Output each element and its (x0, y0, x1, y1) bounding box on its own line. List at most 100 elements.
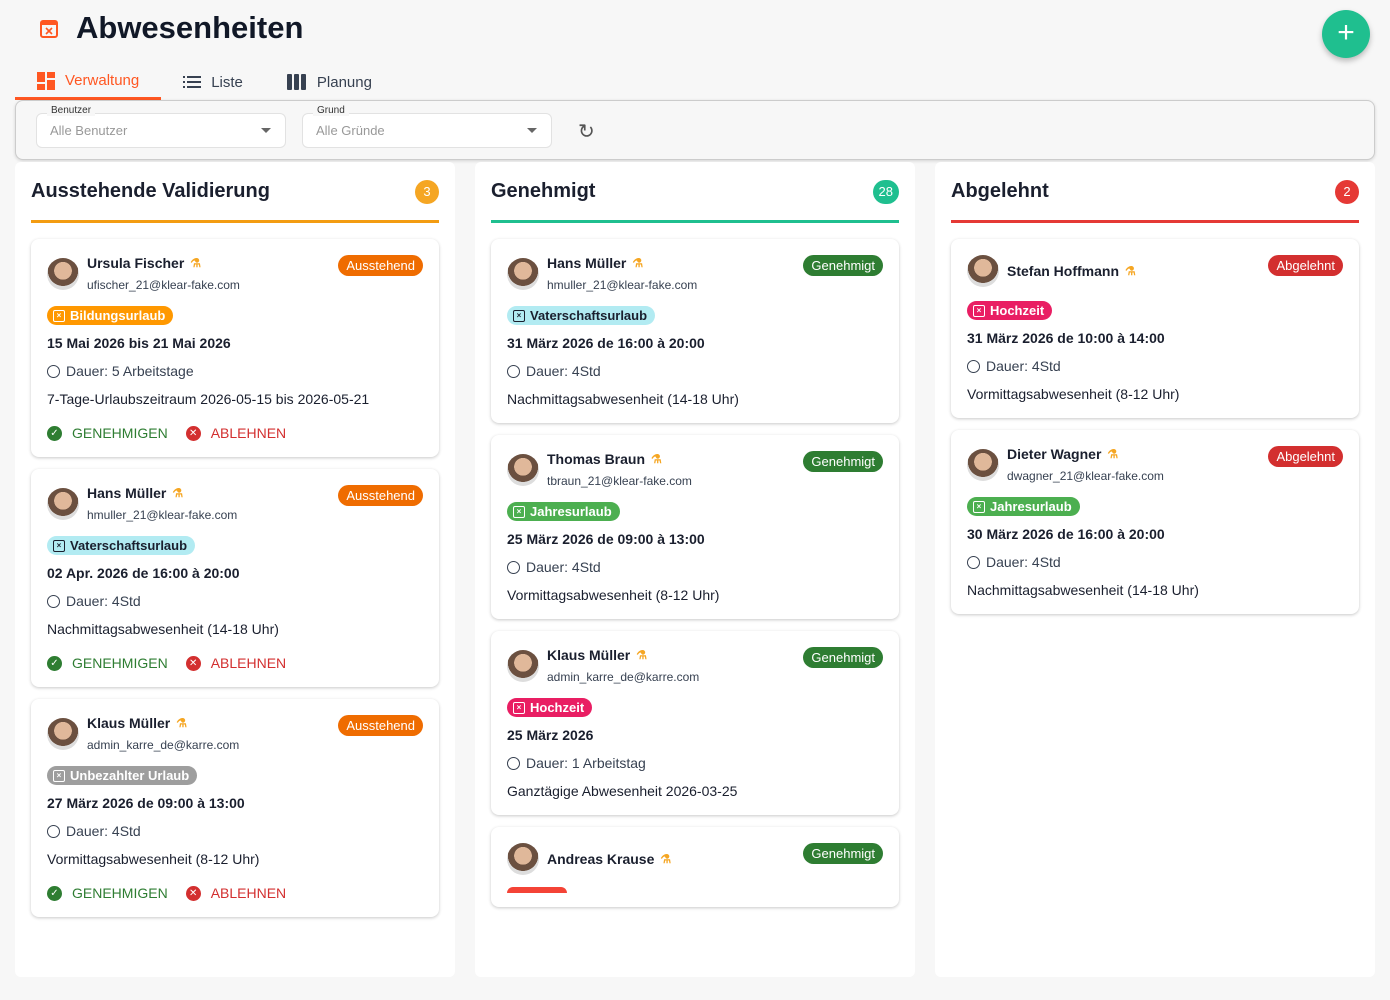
description: Vormittagsabwesenheit (8-12 Uhr) (47, 851, 260, 867)
user-select[interactable]: Benutzer Alle Benutzer (36, 105, 286, 148)
date-range: 27 März 2026 de 09:00 à 13:00 (47, 795, 245, 811)
duration: Dauer: 4Std (66, 823, 141, 839)
tab-bar: Verwaltung Liste Planung (15, 64, 394, 100)
calendar-x-icon: × (973, 304, 985, 317)
columns-icon (286, 74, 306, 90)
date-range: 25 März 2026 (507, 727, 594, 743)
user-name: Ursula Fischer (87, 255, 185, 271)
category-label: Jahresurlaub (530, 504, 612, 519)
user-name: Klaus Müller (87, 715, 171, 731)
reason-select-value: Alle Gründe (316, 123, 385, 138)
filter-bar: Benutzer Alle Benutzer Grund Alle Gründe… (15, 100, 1375, 160)
avatar (507, 453, 539, 486)
reason-select[interactable]: Grund Alle Gründe (302, 105, 552, 148)
check-circle-icon: ✓ (47, 885, 62, 901)
category-label: Jahresurlaub (990, 499, 1072, 514)
avatar (507, 649, 539, 682)
x-circle-icon: ✕ (185, 655, 201, 671)
status-badge: Genehmigt (803, 647, 883, 668)
tab-liste[interactable]: Liste (161, 64, 265, 100)
tab-planung[interactable]: Planung (265, 64, 394, 100)
flask-icon: ⚗ (660, 852, 672, 866)
user-email: admin_karre_de@karre.com (87, 738, 240, 752)
reject-label: ABLEHNEN (210, 885, 287, 901)
category-label: Vaterschaftsurlaub (530, 308, 648, 323)
date-range: 30 März 2026 de 16:00 à 20:00 (967, 526, 1165, 542)
count-badge: 3 (415, 180, 439, 204)
category-badge: × Unbezahlter Urlaub (47, 766, 198, 785)
flask-icon: ⚗ (190, 256, 202, 270)
duration: Dauer: 4Std (66, 593, 141, 609)
duration: Dauer: 4Std (526, 559, 601, 575)
description: Ganztägige Abwesenheit 2026-03-25 (507, 783, 738, 799)
absence-card[interactable]: Stefan Hoffmann ⚗ Abgelehnt × Hochzeit 31 M… (951, 239, 1359, 418)
absence-card[interactable]: Andreas Krause ⚗ Genehmigt (491, 827, 899, 907)
description: Nachmittagsabwesenheit (14-18 Uhr) (507, 391, 739, 407)
chevron-down-icon (527, 128, 537, 133)
user-name: Andreas Krause (547, 851, 655, 867)
user-email: hmuller_21@klear-fake.com (87, 508, 238, 522)
reject-label: ABLEHNEN (210, 425, 287, 441)
refresh-icon[interactable]: ↻ (578, 121, 595, 143)
absence-card[interactable]: Hans Müller ⚗ hmuller_21@klear-fake.com A… (31, 469, 439, 687)
calendar-x-icon: × (53, 539, 65, 552)
user-name: Hans Müller (87, 485, 167, 501)
category-label: Unbezahlter Urlaub (70, 768, 190, 783)
avatar (47, 717, 79, 750)
page-title: Abwesenheiten (76, 10, 304, 45)
category-badge: × Hochzeit (967, 301, 1053, 320)
reject-button[interactable]: ✕ ABLEHNEN (185, 655, 286, 671)
avatar (507, 257, 539, 290)
category-badge: × Jahresurlaub (507, 502, 620, 521)
absence-card[interactable]: Ursula Fischer ⚗ ufischer_21@klear-fake.c… (31, 239, 439, 457)
calendar-x-icon: × (513, 309, 525, 322)
duration: Dauer: 4Std (986, 358, 1061, 374)
user-select-label: Benutzer (47, 105, 96, 116)
absence-card[interactable]: Klaus Müller ⚗ admin_karre_de@karre.com A… (31, 699, 439, 917)
calendar-x-icon: × (53, 769, 65, 782)
tab-label: Planung (316, 73, 372, 91)
duration: Dauer: 1 Arbeitstag (526, 755, 646, 771)
approve-button[interactable]: ✓ GENEHMIGEN (47, 655, 168, 671)
column-header: Genehmigt 28 (491, 180, 899, 223)
user-email: hmuller_21@klear-fake.com (547, 278, 698, 292)
date-range: 31 März 2026 de 16:00 à 20:00 (507, 335, 705, 351)
absence-card[interactable]: Thomas Braun ⚗ tbraun_21@klear-fake.com G… (491, 435, 899, 619)
user-name: Klaus Müller (547, 647, 631, 663)
description: 7-Tage-Urlaubszeitraum 2026-05-15 bis 20… (47, 391, 370, 407)
date-range: 31 März 2026 de 10:00 à 14:00 (967, 330, 1165, 346)
flask-icon: ⚗ (176, 716, 188, 730)
add-absence-button[interactable]: + (1322, 10, 1370, 58)
approve-button[interactable]: ✓ GENEHMIGEN (47, 425, 168, 441)
clock-icon (47, 364, 60, 378)
description: Vormittagsabwesenheit (8-12 Uhr) (967, 386, 1180, 402)
calendar-x-icon: × (513, 505, 525, 518)
date-range: 25 März 2026 de 09:00 à 13:00 (507, 531, 705, 547)
user-name: Dieter Wagner (1007, 446, 1102, 462)
tab-label: Liste (211, 73, 243, 91)
approve-button[interactable]: ✓ GENEHMIGEN (47, 885, 168, 901)
status-badge: Abgelehnt (1268, 255, 1343, 276)
calendar-x-icon: × (973, 500, 985, 513)
category-badge: × Vaterschaftsurlaub (47, 536, 196, 555)
duration: Dauer: 5 Arbeitstage (66, 363, 194, 379)
status-badge: Ausstehend (338, 715, 423, 736)
description: Nachmittagsabwesenheit (14-18 Uhr) (967, 582, 1199, 598)
user-email: admin_karre_de@karre.com (547, 670, 700, 684)
reject-button[interactable]: ✕ ABLEHNEN (185, 885, 287, 901)
column-header: Ausstehende Validierung 3 (31, 180, 439, 223)
clock-icon (967, 359, 980, 373)
absence-card[interactable]: Hans Müller ⚗ hmuller_21@klear-fake.com G… (491, 239, 899, 423)
absence-card[interactable]: Klaus Müller ⚗ admin_karre_de@karre.com G… (491, 631, 899, 815)
description: Vormittagsabwesenheit (8-12 Uhr) (507, 587, 720, 603)
absence-card[interactable]: Dieter Wagner ⚗ dwagner_21@klear-fake.com… (951, 430, 1359, 614)
column-1: Genehmigt 28 Hans Müller ⚗ hmuller_21@kle… (475, 162, 915, 977)
flask-icon: ⚗ (1107, 447, 1119, 461)
category-label: Hochzeit (530, 700, 585, 715)
avatar (47, 487, 79, 520)
category-badge (507, 887, 567, 893)
tab-verwaltung[interactable]: Verwaltung (15, 64, 162, 100)
column-title: Ausstehende Validierung (31, 180, 270, 202)
reject-button[interactable]: ✕ ABLEHNEN (185, 425, 287, 441)
clock-icon (507, 364, 520, 378)
